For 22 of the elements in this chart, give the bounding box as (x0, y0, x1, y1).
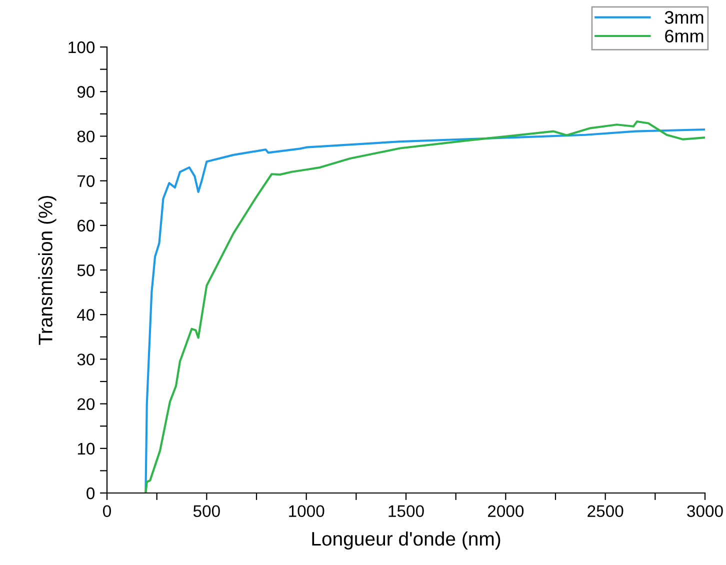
y-tick-label: 40 (77, 309, 95, 321)
x-tick-label: 2000 (488, 505, 524, 518)
y-tick-label: 50 (77, 264, 95, 276)
y-tick-label: 70 (78, 175, 95, 188)
x-tick-label: 2500 (588, 505, 624, 518)
y-tick-label: 80 (77, 130, 95, 142)
x-tick-label: 3000 (687, 505, 723, 518)
x-tick-label: 0 (103, 505, 111, 518)
y-tick-label: 20 (77, 398, 95, 410)
legend-label: 6mm (665, 30, 704, 42)
x-tick-label: 1500 (388, 505, 424, 518)
y-tick-label: 0 (86, 487, 95, 500)
y-tick-label: 100 (68, 41, 95, 54)
y-axis-title: Transmission (%) (38, 196, 56, 345)
x-axis-title: Longueur d'onde (nm) (312, 531, 500, 550)
y-tick-label: 30 (77, 354, 95, 366)
y-tick-label: 90 (77, 86, 95, 98)
y-tick-label: 10 (78, 442, 95, 455)
x-tick-label: 500 (193, 505, 220, 518)
y-tick-label: 60 (78, 220, 95, 232)
legend-label: 3mm (664, 11, 704, 24)
x-tick-label: 1000 (289, 505, 324, 518)
